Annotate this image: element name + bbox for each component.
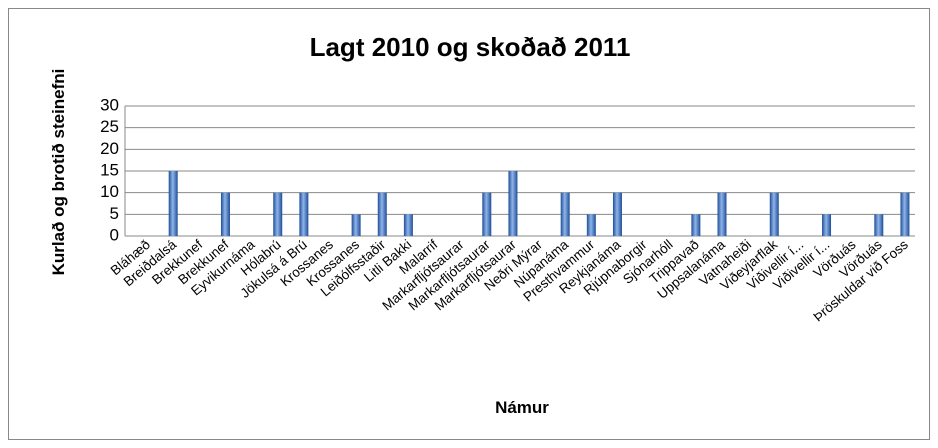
y-tick-label: 15 xyxy=(100,160,119,179)
bar xyxy=(377,192,387,236)
chart-border xyxy=(8,8,930,440)
bar xyxy=(691,214,701,236)
chart-title: Lagt 2010 og skoðað 2011 xyxy=(310,32,631,62)
bar xyxy=(874,214,884,236)
y-tick-label: 30 xyxy=(100,95,119,114)
bar xyxy=(403,214,413,236)
y-tick-label: 25 xyxy=(100,117,119,136)
y-axis-title: Kurlað og brotið steinefni xyxy=(49,69,68,276)
bar xyxy=(508,171,518,236)
bar xyxy=(299,192,309,236)
y-tick-label: 20 xyxy=(100,139,119,158)
bar xyxy=(351,214,361,236)
y-tick-label: 10 xyxy=(100,182,119,201)
bar xyxy=(273,192,283,236)
bar xyxy=(482,192,492,236)
y-tick-label: 0 xyxy=(110,225,119,244)
bar xyxy=(822,214,832,236)
bar xyxy=(220,192,230,236)
bar xyxy=(560,192,570,236)
bar xyxy=(900,192,910,236)
bar xyxy=(769,192,779,236)
bar xyxy=(717,192,727,236)
bar xyxy=(586,214,596,236)
x-axis-title: Námur xyxy=(495,398,549,417)
y-tick-label: 5 xyxy=(110,204,119,223)
bar xyxy=(168,171,178,236)
bar xyxy=(612,192,622,236)
